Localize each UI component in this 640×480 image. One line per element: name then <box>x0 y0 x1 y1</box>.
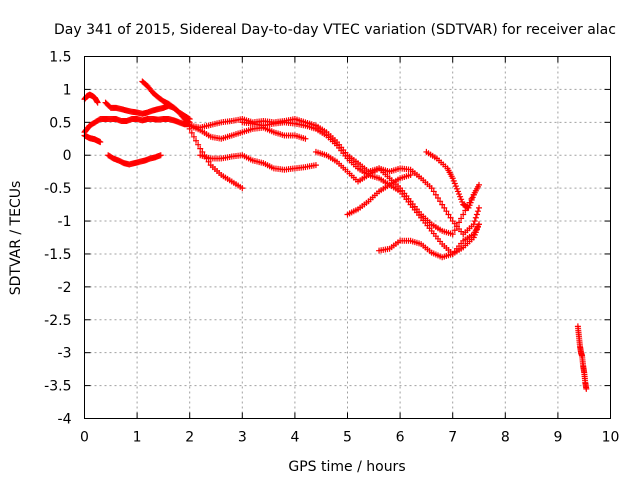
series-track-5 <box>105 152 164 167</box>
y-tick-label: 0.5 <box>49 115 71 131</box>
x-tick-label: 10 <box>602 430 620 446</box>
data-point <box>474 211 480 217</box>
y-tick-label: -0.5 <box>44 181 71 197</box>
x-tick-label: 2 <box>185 430 194 446</box>
y-tick-label: -3 <box>58 346 72 362</box>
x-tick-label: 5 <box>343 430 352 446</box>
series-track-7 <box>187 116 482 237</box>
x-tick-label: 4 <box>290 430 299 446</box>
y-tick-label: -2.5 <box>44 313 71 329</box>
x-tick-label: 6 <box>396 430 405 446</box>
series-track-6 <box>139 79 192 123</box>
x-tick-label: 8 <box>501 430 510 446</box>
x-tick-label: 7 <box>448 430 457 446</box>
y-tick-label: -1.5 <box>44 247 71 263</box>
y-tick-labels: 1.5 1 0.5 0 -0.5 -1 -1.5 -2 -2.5 -3 -3.5 -4 <box>44 50 71 428</box>
y-tick-label: -4 <box>58 412 72 428</box>
chart-title: Day 341 of 2015, Sidereal Day-to-day VTE… <box>54 22 616 38</box>
data-point <box>476 205 482 211</box>
x-tick-label: 0 <box>80 430 89 446</box>
y-tick-label: 1.5 <box>49 50 71 66</box>
x-tick-labels: 0 1 2 3 4 5 6 7 8 9 10 <box>80 430 619 446</box>
data-points <box>82 79 590 392</box>
x-tick-label: 3 <box>238 430 247 446</box>
series-track-16 <box>575 323 589 392</box>
y-tick-label: -2 <box>58 280 72 296</box>
y-tick-label: 1 <box>63 82 72 98</box>
x-tick-label: 1 <box>133 430 142 446</box>
data-point <box>473 215 479 221</box>
y-tick-label: -1 <box>58 214 72 230</box>
data-point <box>475 208 481 214</box>
data-point <box>472 218 478 224</box>
y-axis-label: SDTVAR / TECUs <box>8 181 24 296</box>
x-tick-label: 9 <box>553 430 562 446</box>
y-tick-label: 0 <box>63 148 72 164</box>
sdtvar-chart: Day 341 of 2015, Sidereal Day-to-day VTE… <box>0 0 640 480</box>
y-tick-label: -3.5 <box>44 379 71 395</box>
x-axis-label: GPS time / hours <box>288 459 405 475</box>
